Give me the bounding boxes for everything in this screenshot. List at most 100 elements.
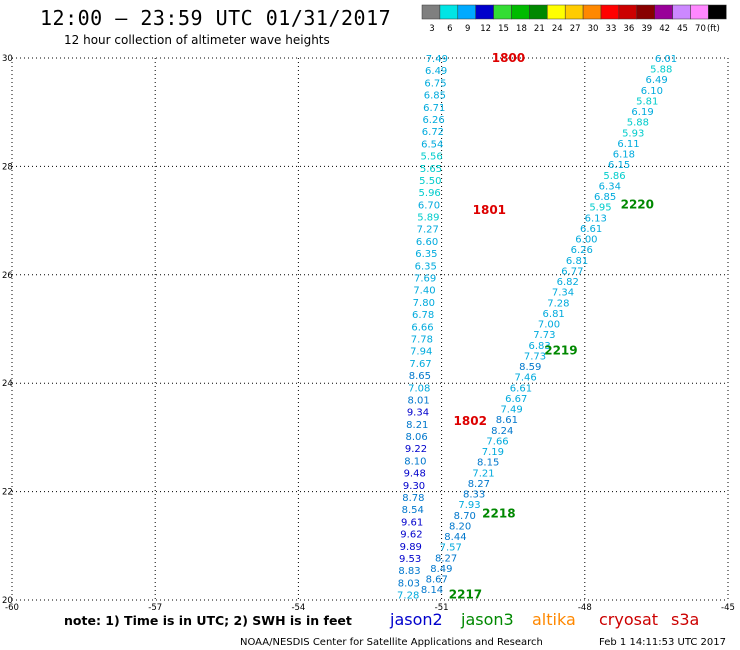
x-tick-label: -45 [721, 603, 735, 613]
y-tick-label: 24 [2, 379, 13, 389]
footer-credit: NOAA/NESDIS Center for Satellite Applica… [240, 637, 543, 648]
swh-value: 8.67 [426, 575, 448, 586]
swh-value: 6.19 [631, 107, 653, 118]
swh-value: 5.50 [419, 176, 441, 187]
legend-swatch [493, 4, 512, 20]
legend-label: 24 [552, 24, 563, 34]
swh-value: 7.27 [417, 225, 439, 236]
legend-swatch [439, 4, 459, 20]
swh-value: 7.93 [458, 500, 480, 511]
swh-value: 7.78 [411, 334, 433, 345]
legend-label: 6 [447, 24, 452, 34]
legend-swatch [457, 4, 476, 20]
swh-value: 7.08 [408, 383, 430, 394]
swh-value: 7.00 [538, 320, 560, 331]
swh-value: 6.15 [608, 160, 630, 171]
swh-value: 5.81 [636, 96, 658, 107]
swh-value: 6.54 [421, 139, 443, 150]
swh-value: 6.11 [617, 139, 639, 150]
swh-value: 7.19 [482, 447, 504, 458]
legend-label: 27 [570, 24, 581, 34]
swh-value: 7.49 [426, 54, 448, 65]
swh-value: 8.14 [421, 585, 443, 596]
legend-swatch [582, 4, 602, 20]
legend-label: 42 [659, 24, 670, 34]
swh-value: 9.30 [403, 481, 425, 492]
swh-value: 6.61 [510, 383, 532, 394]
swh-value: 7.28 [547, 298, 569, 309]
swh-value: 7.34 [552, 288, 574, 299]
swh-value: 9.34 [407, 408, 429, 419]
swh-value: 5.86 [603, 171, 625, 182]
swh-value: 8.01 [407, 395, 429, 406]
swh-value: 6.70 [418, 200, 440, 211]
y-tick-label: 20 [2, 596, 13, 606]
legend-label: 36 [623, 24, 634, 34]
swh-value: 8.27 [435, 553, 457, 564]
mission-label-jason3: jason3 [460, 610, 514, 629]
swh-value: 6.66 [411, 322, 433, 333]
swh-value: 6.85 [594, 192, 616, 203]
pass-time-label: 1802 [454, 414, 487, 428]
swh-value: 8.44 [444, 532, 466, 543]
x-tick-label: -51 [435, 603, 449, 613]
time-labels: 1800 1801 1802 2220 2219 2218 2217 [449, 51, 654, 602]
swh-value: 6.85 [424, 91, 446, 102]
x-tick-label: -57 [148, 603, 162, 613]
swh-value: 8.54 [402, 505, 424, 516]
swh-value: 6.77 [561, 266, 583, 277]
legend-swatch [511, 4, 530, 20]
legend-swatch [475, 4, 494, 20]
swh-value: 5.93 [622, 128, 644, 139]
legend-label: 45 [677, 24, 688, 34]
swh-value: 8.06 [406, 432, 428, 443]
mission-label-jason2: jason2 [389, 610, 443, 629]
pass-time-label: 2218 [482, 506, 515, 520]
swh-value: 7.80 [413, 298, 435, 309]
legend-swatch [690, 4, 709, 20]
pass-time-label: 1801 [473, 203, 506, 217]
swh-value: 6.75 [424, 78, 446, 89]
pass-time-label: 2217 [449, 588, 482, 602]
pass-time-label: 2220 [621, 197, 654, 211]
legend-swatch [564, 4, 584, 20]
swh-value: 9.61 [401, 517, 423, 528]
mission-label-cryosat: cryosat [599, 610, 658, 629]
swh-value: 5.95 [589, 203, 611, 214]
chart-footer: note: 1) Time is in UTC; 2) SWH is in fe… [64, 610, 726, 648]
legend-label: 30 [588, 24, 599, 34]
swh-value: 7.40 [413, 286, 435, 297]
legend-swatch [708, 4, 727, 20]
swh-value: 6.01 [655, 54, 677, 65]
legend-swatch [672, 4, 691, 20]
swh-value: 8.70 [454, 511, 476, 522]
swh-value: 6.67 [505, 394, 527, 405]
swh-value: 5.65 [420, 164, 442, 175]
swh-value: 7.94 [410, 347, 432, 358]
x-tick-label: -54 [291, 603, 305, 613]
swh-value: 6.49 [645, 75, 667, 86]
swh-value: 8.65 [409, 371, 431, 382]
legend-label: 70 [695, 24, 706, 34]
legend-label: 18 [516, 24, 527, 34]
swh-value: 8.21 [406, 420, 428, 431]
swh-value: 8.83 [398, 566, 420, 577]
swh-value: 6.00 [575, 235, 597, 246]
swh-value: 6.82 [557, 277, 579, 288]
swh-value: 5.96 [419, 188, 441, 199]
swh-value: 6.35 [415, 261, 437, 272]
swh-value: 6.83 [529, 341, 551, 352]
swh-value: 7.67 [409, 359, 431, 370]
x-tick-label: -60 [5, 603, 19, 613]
swh-value: 8.03 [398, 578, 420, 589]
legend-label: 3 [429, 24, 434, 34]
swh-value: 6.71 [423, 103, 445, 114]
footer-note: note: 1) Time is in UTC; 2) SWH is in fe… [64, 613, 352, 628]
legend-swatch [600, 4, 620, 20]
legend-swatch [654, 4, 673, 20]
swh-value: 6.81 [566, 256, 588, 267]
swh-value: 5.56 [420, 152, 442, 163]
swh-value: 9.48 [404, 469, 426, 480]
